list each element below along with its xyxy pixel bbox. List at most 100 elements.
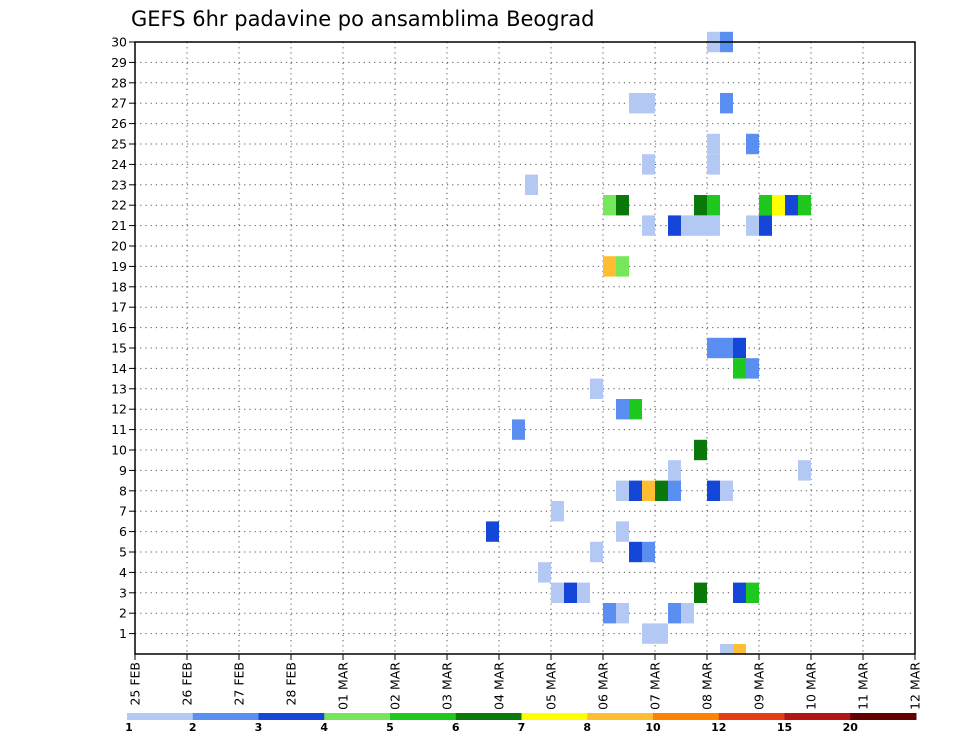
heatmap-cell [720,337,733,359]
heatmap-cell [707,480,720,501]
colorbar-label: 8 [583,721,591,734]
y-tick-label: 17 [111,300,127,315]
y-tick-label: 6 [119,524,127,539]
y-tick-label: 14 [111,361,127,376]
heatmap-cell [668,215,681,236]
heatmap-cell [642,215,655,236]
heatmap-cell [577,582,590,603]
heatmap-cell [668,480,681,501]
colorbar-label: 10 [645,721,661,734]
heatmap-cell [642,154,655,175]
colorbar-label: 2 [189,721,197,734]
colorbar-label: 12 [711,721,726,734]
heatmap-cell [551,501,564,522]
x-tick-label: 05 MAR [544,662,559,710]
heatmap-cell [616,256,629,277]
heatmap-cell [590,541,603,563]
y-tick-label: 3 [119,585,127,600]
y-tick-label: 26 [111,116,127,131]
heatmap-cell [759,215,772,236]
colorbar-label: 7 [518,721,526,734]
heatmap-cell [720,644,733,654]
heatmap-cell [733,644,746,654]
heatmap-cell [603,195,616,216]
heatmap-cell [694,195,707,216]
heatmap-cell [603,256,616,277]
y-tick-label: 21 [111,218,127,233]
y-tick-label: 2 [119,606,127,621]
heatmap-cell [733,337,746,359]
heatmap-cell [694,215,707,236]
y-tick-label: 29 [111,55,127,70]
colorbar-segment [587,713,654,720]
heatmap-cell [733,358,746,379]
heatmap-cell [694,439,707,461]
colorbar-label: 20 [843,721,859,734]
heatmap-cell [720,93,733,114]
y-axis-ticks: 1234567891011121314151617181920212223242… [111,35,135,641]
heatmap-cell [759,195,772,216]
heatmap-cell [746,133,759,155]
y-tick-label: 10 [111,443,127,458]
y-tick-label: 15 [111,341,127,356]
heatmap-cell [629,399,642,420]
x-tick-label: 03 MAR [440,662,455,710]
heatmap-cell [655,480,668,501]
colorbar-segment [127,713,194,720]
data-cells [486,31,811,654]
y-tick-label: 11 [111,422,127,437]
heatmap-cell [512,419,525,440]
heatmap-cell [629,541,642,563]
colorbar-label: 5 [386,721,394,734]
y-tick-label: 5 [119,545,127,560]
y-tick-label: 4 [119,565,127,580]
colorbar-segment [521,713,588,720]
heatmap-cell [603,603,616,624]
chart-title: GEFS 6hr padavine po ansamblima Beograd [131,7,594,31]
heatmap-cell [694,582,707,603]
heatmap-cell [616,603,629,624]
x-tick-label: 08 MAR [700,662,715,710]
y-tick-label: 19 [111,259,127,274]
x-tick-label: 25 FEB [128,662,143,706]
heatmap-cell [551,582,564,603]
heatmap-cell [564,582,577,603]
x-tick-label: 11 MAR [856,662,871,710]
heatmap-cell [642,623,655,644]
grid-lines [135,42,915,654]
y-tick-label: 22 [111,198,127,213]
colorbar-segment [258,713,325,720]
heatmap-cell [629,480,642,501]
y-tick-label: 18 [111,279,127,294]
x-tick-label: 04 MAR [492,662,507,710]
y-tick-label: 13 [111,381,127,396]
y-tick-label: 9 [119,463,127,478]
heatmap-cell [707,195,720,216]
y-tick-label: 25 [111,137,127,152]
colorbar-segment [653,713,720,720]
colorbar-label: 15 [777,721,792,734]
heatmap-cell [681,603,694,624]
y-tick-label: 16 [111,320,127,335]
x-tick-label: 07 MAR [648,662,663,710]
heatmap-cell [746,215,759,236]
heatmap-cell [707,337,720,359]
y-tick-label: 30 [111,35,127,50]
y-tick-label: 8 [119,483,127,498]
colorbar-label: 4 [320,721,328,734]
colorbar-segment [390,713,457,720]
heatmap-cell [798,195,811,216]
colorbar-segment [324,713,391,720]
heatmap-cell [707,215,720,236]
x-tick-label: 28 FEB [284,662,299,706]
heatmap-cell [538,562,551,583]
colorbar-segment [850,713,917,720]
heatmap-cell [616,399,629,420]
heatmap-cell [681,215,694,236]
heatmap-cell [707,154,720,175]
colorbar: 1 2 3 4 5 6 7 8 10 12 15 20 [125,713,917,734]
y-tick-label: 23 [111,177,127,192]
x-tick-label: 27 FEB [232,662,247,706]
colorbar-segment [455,713,522,720]
